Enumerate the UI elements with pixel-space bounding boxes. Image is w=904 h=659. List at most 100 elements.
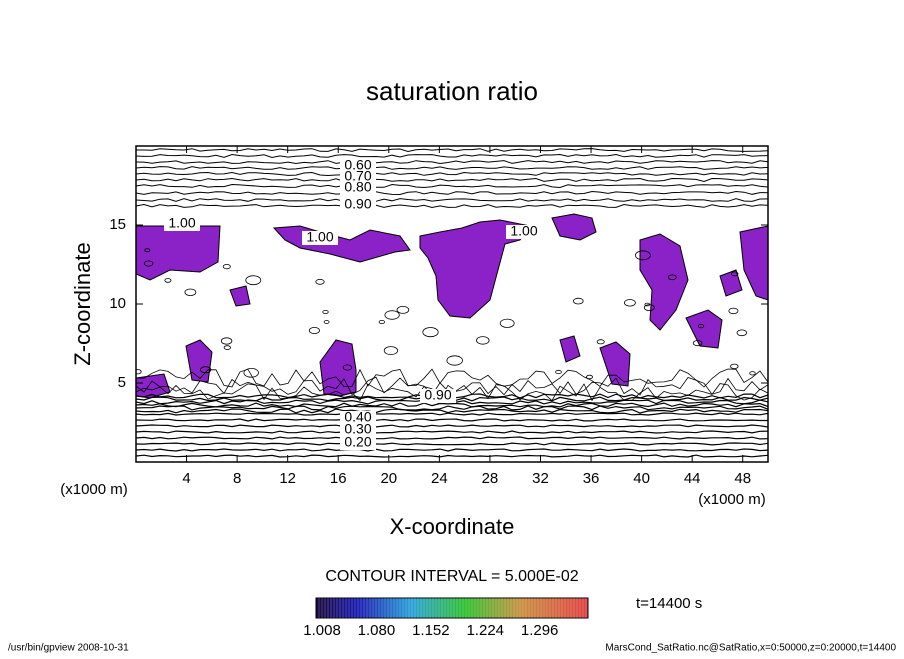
x-tick-label: 36	[583, 470, 600, 487]
contour-island	[322, 309, 329, 314]
contour-label: 0.90	[344, 196, 371, 212]
y-axis-label: Z-coordinate	[70, 242, 95, 366]
contour-island	[143, 260, 154, 267]
contour-island	[396, 305, 410, 314]
contour-island	[728, 307, 739, 315]
contour-label: 0.80	[344, 179, 371, 195]
contour-line	[136, 171, 768, 177]
x-tick-label: 48	[734, 470, 751, 487]
contour-interval: CONTOUR INTERVAL = 5.000E-02	[325, 568, 578, 585]
contour-island	[643, 304, 655, 312]
colorbar: 1.008 1.080 1.152 1.224 1.296	[303, 597, 589, 639]
x-tick-label: 20	[380, 470, 397, 487]
colorbar-tick-label: 1.152	[412, 622, 450, 639]
contour-label: 0.60	[344, 157, 371, 173]
contour-island	[220, 337, 233, 345]
x-unit-left: (x1000 m)	[60, 481, 128, 498]
contour-line	[136, 412, 768, 416]
x-tick-label: 16	[330, 470, 347, 487]
contour-label: 0.90	[424, 387, 451, 403]
contour-line	[136, 177, 768, 183]
contour-island	[245, 275, 262, 286]
contour-line	[136, 418, 768, 422]
contour-island	[499, 318, 515, 328]
contour-island	[144, 248, 151, 253]
contour-label: 0.40	[344, 409, 371, 425]
contour-island	[476, 336, 490, 345]
contour-island	[572, 297, 584, 305]
contour-label: 1.00	[306, 229, 333, 245]
colorbar-fill	[315, 597, 589, 619]
y-tick-label: 10	[109, 295, 126, 312]
colorbar-tick-label: 1.296	[521, 622, 559, 639]
contour-line	[136, 198, 768, 202]
x-unit-right: (x1000 m)	[698, 491, 766, 508]
contour-line	[136, 153, 768, 159]
contour-label-bg	[340, 411, 376, 425]
contour-line	[136, 166, 768, 170]
contour-line	[136, 430, 768, 434]
contour-label-bg	[340, 159, 376, 173]
contour-island	[731, 271, 739, 277]
contour-island	[243, 367, 259, 378]
contour-line	[136, 383, 768, 402]
contour-island	[624, 299, 636, 307]
x-tick-label: 12	[279, 470, 296, 487]
time-label: t=14400 s	[636, 595, 702, 612]
x-tick-label: 32	[532, 470, 549, 487]
contour-island	[555, 369, 562, 375]
contour-island	[383, 346, 398, 356]
contour-island	[222, 263, 231, 270]
contour-island	[315, 278, 325, 285]
x-tick-label: 4	[182, 470, 190, 487]
contour-label-bg	[340, 423, 376, 437]
contour-island	[164, 278, 172, 283]
contour-label-bg	[340, 198, 376, 212]
footer-right: MarsCond_SatRatio.nc@SatRatio,x=0:50000,…	[605, 643, 896, 654]
contour-label: 1.00	[168, 215, 195, 231]
x-tick-label: 8	[233, 470, 241, 487]
contour-island	[308, 326, 320, 334]
contour-line	[136, 436, 768, 440]
contour-line	[136, 424, 768, 428]
contour-line	[136, 405, 768, 411]
contour-label-bg	[302, 231, 338, 245]
contour-label-bg	[340, 170, 376, 184]
contour-island	[730, 363, 739, 370]
contour-island	[749, 371, 756, 376]
contour-island	[422, 327, 439, 338]
contour-line	[136, 448, 768, 452]
contour-island	[692, 340, 703, 347]
contour-label: 1.00	[510, 223, 537, 239]
colorbar-tick-label: 1.008	[303, 622, 341, 639]
contour-label-bg	[340, 181, 376, 195]
contour-island	[667, 274, 677, 281]
x-tick-label: 44	[684, 470, 701, 487]
footer-left: /usr/bin/gpview 2008-10-31	[8, 643, 129, 654]
contour-island	[736, 329, 748, 337]
y-tick-label: 15	[109, 216, 126, 233]
x-tick-label: 24	[431, 470, 448, 487]
contour-island	[697, 323, 705, 329]
contour-label-bg	[340, 436, 376, 450]
contour-island	[378, 319, 385, 324]
contour-label-bg	[506, 225, 542, 239]
contour-line	[136, 402, 768, 408]
contour-line	[136, 442, 768, 446]
chart-title: saturation ratio	[366, 76, 538, 106]
contour-island	[446, 355, 463, 366]
contour-island	[136, 369, 142, 375]
contour-line	[136, 190, 768, 196]
contour-line	[136, 408, 768, 414]
plot-area	[136, 148, 768, 458]
colorbar-tick-label: 1.224	[466, 622, 504, 639]
contour-island	[586, 374, 594, 380]
contour-island	[384, 310, 400, 320]
contour-line	[136, 454, 768, 458]
y-tick-label: 5	[118, 374, 126, 391]
contour-island	[323, 320, 330, 324]
contour-label: 0.70	[344, 168, 371, 184]
x-tick-label: 28	[482, 470, 499, 487]
